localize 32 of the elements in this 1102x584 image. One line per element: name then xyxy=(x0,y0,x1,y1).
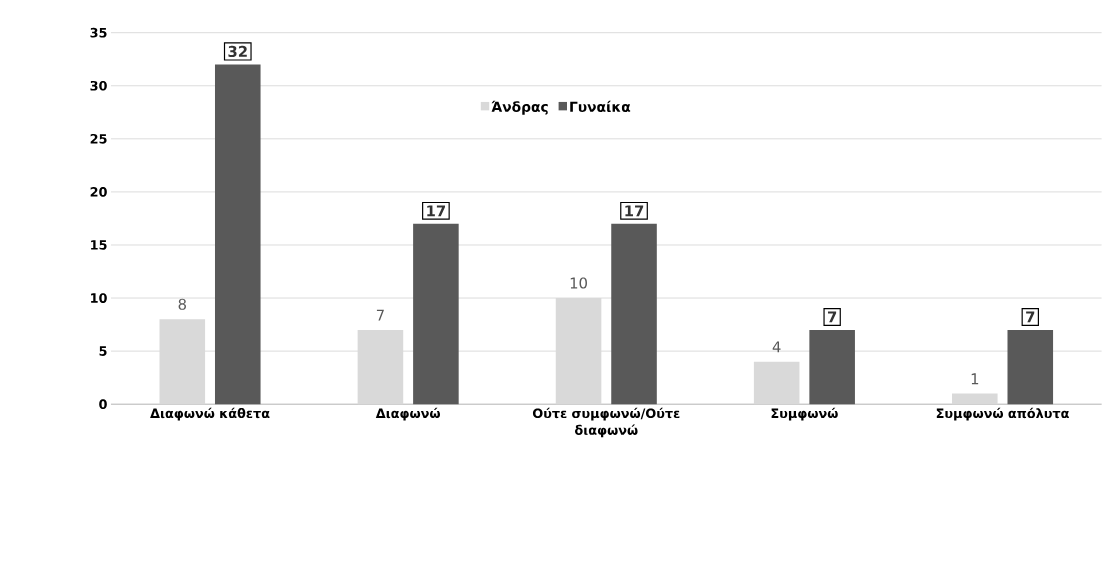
data-label: 7 xyxy=(1026,311,1035,323)
data-label: 7 xyxy=(376,309,384,321)
bar xyxy=(753,361,800,404)
bar xyxy=(214,64,261,404)
y-tick-label: 10 xyxy=(91,292,107,303)
y-tick-label: 15 xyxy=(91,239,107,250)
bar xyxy=(809,329,855,404)
y-tick-label: 5 xyxy=(99,346,107,356)
bar xyxy=(952,393,998,404)
legend-label: Γυναίκα xyxy=(570,100,631,112)
y-tick-label: 20 xyxy=(90,186,107,197)
data-label: 10 xyxy=(570,277,587,289)
y-tick-label: 30 xyxy=(90,80,107,91)
bar xyxy=(611,223,657,404)
bar xyxy=(1007,329,1054,404)
y-tick-label: 35 xyxy=(90,27,107,38)
data-label: 4 xyxy=(772,341,781,353)
y-tick-label: 25 xyxy=(90,133,107,144)
data-label: 32 xyxy=(228,45,247,57)
data-label: 17 xyxy=(625,205,644,216)
y-tick-label: 0 xyxy=(99,399,107,409)
data-label: 8 xyxy=(178,298,186,310)
x-tick-label: Συμφωνώ απόλυτα xyxy=(936,407,1069,421)
data-label: 1 xyxy=(971,373,979,384)
legend-label: Άνδρας xyxy=(491,100,548,115)
x-tick-label: Διαφωνώ xyxy=(375,407,441,421)
x-tick-label: Συμφωνώ xyxy=(771,407,838,421)
x-tick-label: Διαφωνώ κάθετα xyxy=(150,407,270,421)
bar xyxy=(413,223,459,404)
x-tick-label: Ούτε συμφωνώ/Ούτε διαφωνώ xyxy=(532,407,680,438)
data-label: 17 xyxy=(427,205,446,216)
data-label: 7 xyxy=(827,311,837,323)
